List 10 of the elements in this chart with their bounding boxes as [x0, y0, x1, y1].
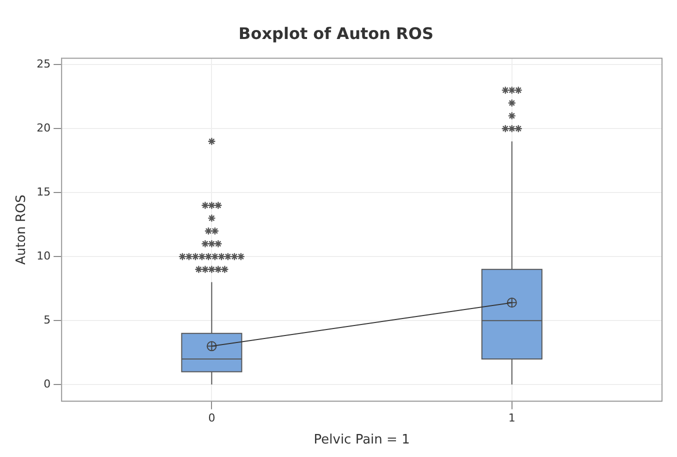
chart-title: Boxplot of Auton ROS — [238, 24, 434, 43]
x-tick-label: 1 — [508, 412, 516, 425]
y-tick-label: 25 — [36, 57, 51, 70]
y-tick-label: 5 — [44, 313, 51, 326]
y-tick-label: 15 — [36, 185, 51, 198]
y-axis-title: Auton ROS — [14, 194, 30, 265]
x-axis-title: Pelvic Pain = 1 — [314, 432, 410, 448]
y-tick-label: 0 — [44, 377, 51, 390]
y-tick-label: 10 — [36, 249, 51, 262]
y-tick-label: 20 — [36, 121, 51, 134]
